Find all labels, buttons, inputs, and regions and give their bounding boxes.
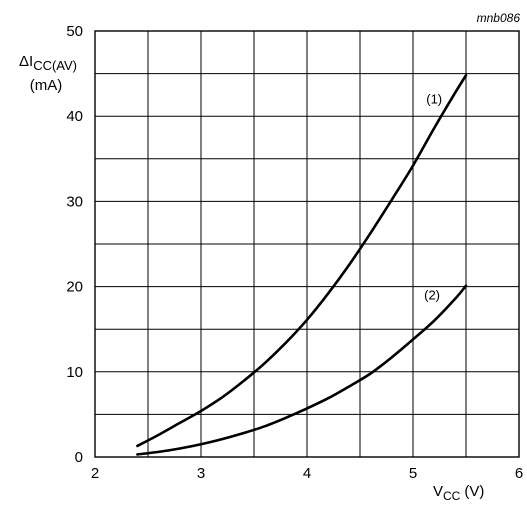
series-label-1: (1) (426, 91, 442, 106)
series-line-1 (136, 74, 468, 448)
x-tick-label: 2 (91, 465, 99, 482)
series-layer: (1) (2) (136, 74, 468, 456)
y-tick-label: 10 (66, 364, 83, 381)
y-tick-label: 0 (75, 449, 83, 466)
y-tick-label: 30 (66, 193, 83, 210)
x-tick-label: 6 (515, 465, 523, 482)
x-tick-label: 5 (409, 465, 417, 482)
y-axis-label-subscript: CC(AV) (33, 58, 77, 73)
y-tick-label: 50 (66, 23, 83, 40)
series-label-2: (2) (424, 287, 440, 302)
x-axis-label-unit: (V) (464, 483, 484, 500)
series-line-2 (136, 284, 468, 456)
y-tick-label: 40 (66, 108, 83, 125)
y-axis-label: ΔICC(AV) (19, 53, 77, 73)
x-tick-label: 3 (197, 465, 205, 482)
y-tick-label: 20 (66, 279, 83, 296)
x-axis-label-subscript: CC (443, 489, 461, 503)
grid-layer (95, 31, 519, 457)
x-tick-label: 4 (303, 465, 311, 482)
y-axis-unit-label: (mA) (30, 77, 63, 94)
chart-code-label: mnb086 (477, 11, 521, 25)
x-axis-label: VCC (V) (433, 483, 484, 503)
x-axis-label-main: V (433, 483, 443, 500)
y-axis-label-main: ΔI (19, 53, 33, 70)
tick-label-layer: 2 3 4 5 6 0 10 20 30 40 50 (66, 23, 523, 482)
plot-frame (94, 30, 520, 458)
